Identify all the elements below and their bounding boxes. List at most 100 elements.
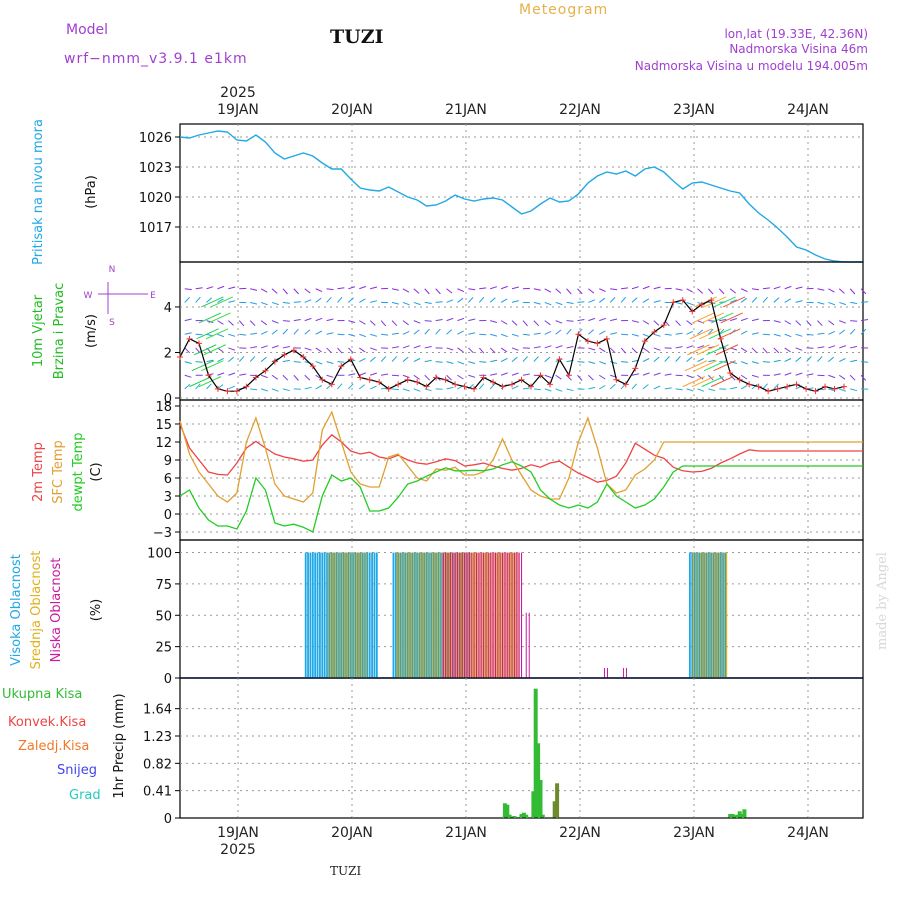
y-tick-label: 15 — [155, 418, 172, 433]
wind-gust-marker — [395, 381, 402, 388]
wind-arrow — [348, 347, 354, 354]
strong-wind-arrow — [203, 344, 226, 356]
wind-gust-marker — [546, 381, 553, 388]
wind-arrow — [359, 320, 366, 325]
precip-snow-label: Snijeg — [57, 763, 97, 778]
wind-arrow — [217, 357, 224, 363]
wind-arrow — [490, 373, 498, 376]
wind-arrow — [740, 347, 748, 353]
wind-arrow — [839, 357, 846, 363]
wind-arrow — [784, 372, 792, 376]
wind-arrow — [348, 373, 356, 376]
strong-wind-arrow — [196, 328, 219, 340]
wind-arrow — [675, 356, 681, 362]
product-title: Meteogram — [519, 2, 608, 18]
wind-arrow — [315, 317, 323, 322]
day-label-bottom: 21JAN — [445, 825, 487, 841]
wind-arrow — [686, 356, 693, 362]
wind-arrow — [238, 320, 245, 327]
wind-arrow — [457, 374, 464, 380]
wind-arrow — [250, 388, 258, 391]
wind-gust-marker — [717, 335, 724, 342]
wind-arrow — [588, 347, 596, 351]
wind-gust-marker — [461, 383, 468, 390]
wind-arrow — [828, 374, 836, 379]
wind-arrow — [588, 386, 596, 390]
strong-wind-arrow — [718, 328, 741, 340]
wind-arrow — [370, 286, 378, 290]
wind-arrow — [784, 285, 792, 290]
wind-arrow — [315, 361, 323, 365]
wind-arrow — [533, 346, 541, 349]
wind-panel: 0 2 4 10m Vjetar Brzina i Pravac (m/s) N W… — [31, 261, 869, 407]
wind-arrow — [315, 347, 322, 353]
wind-arrow — [773, 333, 781, 337]
cloud-high-ylabel: Visoka Oblacnost — [9, 554, 24, 666]
wind-arrow — [762, 383, 768, 390]
precip-bar — [730, 814, 735, 818]
wind-arrow — [817, 346, 825, 349]
wind-arrow — [838, 329, 846, 335]
wind-arrow — [478, 383, 485, 390]
wind-arrow — [544, 356, 551, 362]
precip-bar — [732, 815, 737, 818]
wind-arrow — [609, 347, 616, 354]
strong-wind-arrow — [692, 376, 715, 388]
wind-arrow — [490, 359, 498, 363]
wind-gust-marker — [670, 299, 677, 306]
wind-gust-marker — [689, 308, 696, 315]
wind-arrow — [239, 373, 247, 376]
wind-arrow — [228, 300, 236, 303]
wind-arrow — [555, 329, 562, 335]
y-tick-label: 1020 — [139, 191, 172, 206]
wind-arrow — [828, 320, 835, 326]
wind-arrow — [686, 301, 694, 306]
wind-gust-marker — [195, 340, 202, 347]
wind-arrow — [740, 317, 748, 322]
wind-arrow — [500, 320, 508, 325]
wind-arrow — [762, 361, 770, 363]
wind-arrow — [500, 357, 508, 363]
wind-gust-marker — [594, 340, 601, 347]
wind-arrow — [522, 320, 528, 327]
wind-arrow — [413, 345, 421, 349]
wind-arrow — [348, 320, 356, 323]
wind-arrow — [260, 374, 268, 379]
wind-arrow — [457, 361, 465, 365]
wind-arrow — [304, 329, 311, 335]
wind-arrow — [533, 301, 541, 305]
wind-arrow — [260, 301, 268, 306]
wind-arrow — [664, 373, 672, 376]
wind-arrow — [391, 346, 399, 349]
wind-arrow — [610, 361, 618, 364]
wind-arrow — [849, 328, 856, 335]
wind-series — [177, 285, 869, 395]
wind-arrow — [773, 359, 781, 363]
wind-arrow — [708, 328, 714, 335]
wind-gust-marker — [565, 372, 572, 379]
wind-arrow — [250, 346, 258, 349]
wind-grid — [180, 262, 863, 400]
cloud-ticks: 0 25 50 75 100 — [147, 547, 180, 687]
wind-arrow — [424, 388, 432, 392]
wind-gust-marker — [765, 388, 772, 395]
wind-arrow — [337, 347, 343, 354]
wind-gust-marker — [641, 338, 648, 345]
wind-arrow — [850, 388, 858, 392]
wind-arrow — [751, 297, 758, 303]
wind-arrow — [631, 320, 639, 323]
wind-arrow — [271, 329, 278, 335]
wind-arrow — [784, 298, 792, 303]
wind-gust-marker — [784, 383, 791, 390]
wind-arrow — [391, 356, 398, 362]
wind-gust-marker — [347, 356, 354, 363]
wind-arrow — [413, 358, 421, 363]
wind-arrow — [446, 386, 454, 390]
wind-arrow — [238, 356, 245, 362]
precip-bar — [521, 812, 526, 818]
wind-arrow — [588, 329, 594, 335]
wind-arrow — [588, 288, 595, 294]
wind-arrow — [206, 297, 213, 303]
wind-arrow — [478, 296, 485, 303]
